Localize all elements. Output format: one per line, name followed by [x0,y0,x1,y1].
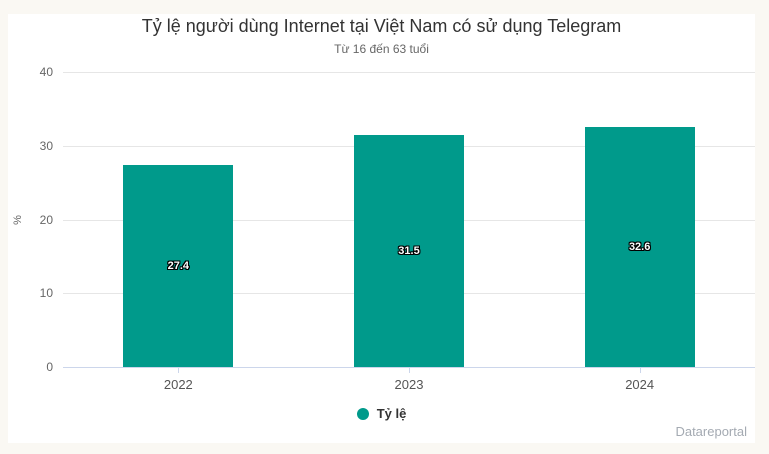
bar-2022[interactable]: 27.4 [123,164,234,367]
x-axis-tick [639,367,641,373]
legend-marker-icon [356,407,369,420]
bar-2024[interactable]: 32.6 [584,126,695,367]
legend-label: Tỷ lệ [376,406,407,421]
plot-area: % 0 10 20 30 40 27.4 31.5 32.6 2022 2023 2024 [12,65,755,392]
y-axis-title: % [12,214,24,225]
chart-subtitle: Từ 16 đến 63 tuổi [334,42,429,56]
legend-item[interactable]: Tỷ lệ [8,406,755,421]
bar-data-label: 32.6 [628,240,651,253]
chart-card: Tỷ lệ người dùng Internet tại Việt Nam c… [8,14,755,443]
y-axis-tick-label: 20 [39,212,53,227]
x-axis-tick [409,367,410,373]
x-axis-tick [178,367,180,373]
bar-data-label: 27.4 [167,259,190,272]
y-axis-tick-label: 10 [39,286,53,301]
chart-title: Tỷ lệ người dùng Internet tại Việt Nam c… [141,16,622,36]
gridline [63,72,755,73]
x-axis-label-2024: 2024 [625,377,655,392]
x-axis-label-2022: 2022 [163,377,193,392]
y-axis-tick-label: 40 [39,65,53,79]
y-axis-tick-label: 30 [39,138,53,153]
x-axis-label-2023: 2023 [394,377,424,392]
credit-label: Datareportal [675,424,747,439]
y-axis-tick-label: 0 [46,360,53,374]
bar-2023[interactable]: 31.5 [354,134,464,367]
bar-data-label: 31.5 [398,244,420,257]
